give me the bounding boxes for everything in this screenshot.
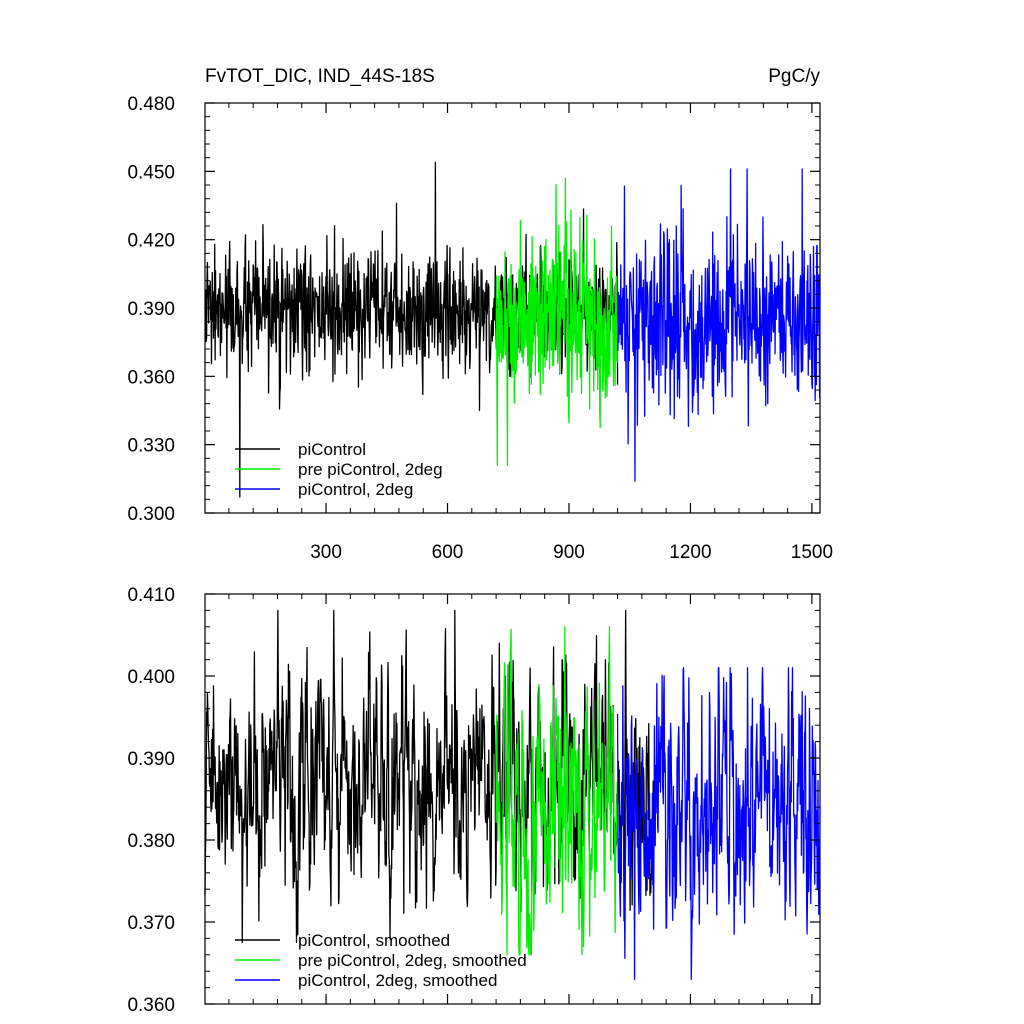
x-tick-label: 600 xyxy=(432,542,464,563)
legend-label: pre piControl, 2deg, smoothed xyxy=(298,951,527,970)
y-tick-label: 0.300 xyxy=(127,504,175,525)
series-line-picontrol-2deg-smoothed xyxy=(616,667,821,981)
bottom-panel: 0.360 0.370 0.380 0.390 0.400 0.410 piControl… xyxy=(127,585,821,1016)
legend-label: piControl xyxy=(298,440,366,459)
top-series-group xyxy=(204,161,821,498)
series-line-picontrol-2deg xyxy=(616,168,821,482)
chart-title: FvTOT_DIC, IND_44S-18S xyxy=(205,66,435,87)
y-tick-label: 0.420 xyxy=(127,231,175,252)
legend-label: piControl, 2deg, smoothed xyxy=(298,971,497,990)
series-line-pre-picontrol-2deg-smoothed xyxy=(495,626,619,956)
top-panel: 0.300 0.330 0.360 0.390 0.420 0.450 0.480 300 60… xyxy=(127,94,833,563)
legend-label: pre piControl, 2deg xyxy=(298,460,443,479)
y-tick-label: 0.390 xyxy=(127,749,175,770)
y-tick-label: 0.370 xyxy=(127,913,175,934)
y-tick-label: 0.480 xyxy=(127,94,175,115)
y-tick-label: 0.380 xyxy=(127,831,175,852)
x-tick-label: 1200 xyxy=(669,542,711,563)
bottom-axes: 0.360 0.370 0.380 0.390 0.400 0.410 xyxy=(127,585,820,1016)
y-tick-label: 0.390 xyxy=(127,299,175,320)
top-axes: 0.300 0.330 0.360 0.390 0.420 0.450 0.480 300 60… xyxy=(127,94,833,563)
y-tick-label: 0.410 xyxy=(127,585,175,606)
x-tick-label: 300 xyxy=(310,542,342,563)
y-tick-label: 0.360 xyxy=(127,367,175,388)
y-tick-label: 0.400 xyxy=(127,667,175,688)
y-tick-label: 0.360 xyxy=(127,995,175,1016)
x-tick-label: 900 xyxy=(553,542,585,563)
legend-label: piControl, smoothed xyxy=(298,931,450,950)
y-tick-label: 0.330 xyxy=(127,436,175,457)
x-tick-label: 1500 xyxy=(791,542,833,563)
y-tick-label: 0.450 xyxy=(127,162,175,183)
legend-label: piControl, 2deg xyxy=(298,480,413,499)
series-line-picontrol-smoothed xyxy=(204,609,655,944)
chart-units: PgC/y xyxy=(768,66,820,87)
series-line-pre-picontrol-2deg xyxy=(495,177,619,466)
bottom-series-group xyxy=(204,609,821,981)
bottom-plot-frame xyxy=(204,593,821,1005)
